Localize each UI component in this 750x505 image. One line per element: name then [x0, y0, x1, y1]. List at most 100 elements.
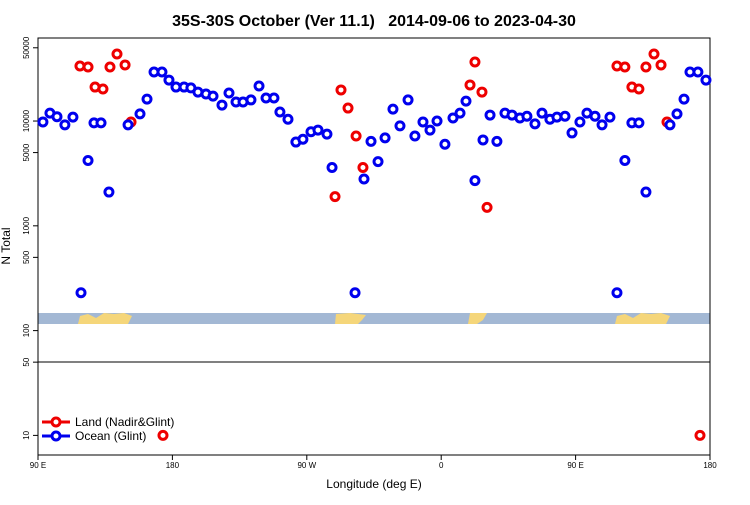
legend-marker	[50, 416, 62, 428]
data-point	[216, 99, 228, 111]
x-axis-label: Longitude (deg E)	[326, 477, 421, 491]
data-point	[329, 191, 341, 203]
data-point	[574, 116, 586, 128]
data-point	[529, 118, 541, 130]
legend-label: Ocean (Glint)	[75, 429, 146, 443]
data-point	[664, 119, 676, 131]
data-point	[640, 186, 652, 198]
data-point	[350, 130, 362, 142]
data-point	[566, 127, 578, 139]
data-point	[358, 173, 370, 185]
data-point	[365, 135, 377, 147]
data-point	[464, 79, 476, 91]
data-point	[596, 119, 608, 131]
data-point	[103, 186, 115, 198]
data-point	[37, 116, 49, 128]
y-tick-label: 10000	[22, 109, 31, 132]
data-point	[163, 74, 175, 86]
data-point	[321, 128, 333, 140]
data-point	[484, 109, 496, 121]
data-point	[619, 61, 631, 73]
data-point	[454, 107, 466, 119]
chart-title: 35S-30S October (Ver 11.1) 2014-09-06 to…	[172, 13, 576, 30]
data-point	[521, 110, 533, 122]
data-point	[491, 135, 503, 147]
data-point	[655, 59, 667, 71]
map-strip	[38, 313, 710, 324]
legend: Land (Nadir&Glint)Ocean (Glint)	[42, 415, 174, 443]
data-point	[274, 106, 286, 118]
y-tick-label: 50000	[22, 36, 31, 59]
data-point	[469, 56, 481, 68]
data-point	[253, 80, 265, 92]
data-point	[268, 92, 280, 104]
data-point	[633, 117, 645, 129]
data-point	[633, 83, 645, 95]
data-point	[424, 124, 436, 136]
y-tick-label: 5000	[22, 143, 31, 161]
data-point	[104, 61, 116, 73]
data-point	[589, 110, 601, 122]
data-point	[481, 201, 493, 213]
y-tick-label: 50	[22, 357, 31, 366]
plot-frame	[37, 37, 711, 456]
x-tick-label: 180	[166, 461, 180, 470]
data-point	[379, 132, 391, 144]
data-point	[312, 124, 324, 136]
data-point	[111, 48, 123, 60]
data-point	[409, 130, 421, 142]
y-tick-label: 1000	[22, 216, 31, 234]
data-point	[692, 66, 704, 78]
data-point	[156, 66, 168, 78]
data-point	[282, 113, 294, 125]
data-point	[678, 93, 690, 105]
data-point	[469, 175, 481, 187]
data-point	[157, 429, 169, 441]
data-point	[431, 115, 443, 127]
data-point	[95, 117, 107, 129]
x-tick-label: 180	[703, 461, 717, 470]
data-point	[75, 287, 87, 299]
data-point	[134, 108, 146, 120]
data-point	[141, 93, 153, 105]
data-point	[335, 84, 347, 96]
data-point	[342, 102, 354, 114]
data-point	[82, 61, 94, 73]
data-point	[536, 107, 548, 119]
data-point	[59, 119, 71, 131]
data-point	[82, 155, 94, 167]
x-tick-label: 90 W	[297, 461, 316, 470]
data-point	[357, 162, 369, 174]
data-point	[97, 83, 109, 95]
data-point	[51, 111, 63, 123]
data-point	[619, 155, 631, 167]
data-point	[349, 287, 361, 299]
data-point	[326, 162, 338, 174]
data-point	[122, 119, 134, 131]
data-point	[477, 134, 489, 146]
data-point	[387, 103, 399, 115]
data-point	[671, 108, 683, 120]
y-tick-label: 10	[22, 430, 31, 439]
data-point	[640, 61, 652, 73]
data-point	[439, 138, 451, 150]
data-point	[694, 429, 706, 441]
data-point	[207, 90, 219, 102]
x-tick-label: 0	[439, 461, 444, 470]
x-tick-label: 90 E	[30, 461, 46, 470]
legend-marker	[50, 430, 62, 442]
legend-label: Land (Nadir&Glint)	[75, 415, 174, 429]
data-point	[447, 112, 459, 124]
y-tick-label: 500	[22, 250, 31, 264]
data-point	[223, 87, 235, 99]
y-axis-label: N Total	[0, 227, 13, 264]
data-point	[700, 74, 712, 86]
data-point	[611, 287, 623, 299]
data-point	[648, 48, 660, 60]
data-point	[297, 133, 309, 145]
data-point	[67, 111, 79, 123]
x-tick-label: 90 E	[567, 461, 583, 470]
data-point	[245, 94, 257, 106]
data-point	[559, 110, 571, 122]
